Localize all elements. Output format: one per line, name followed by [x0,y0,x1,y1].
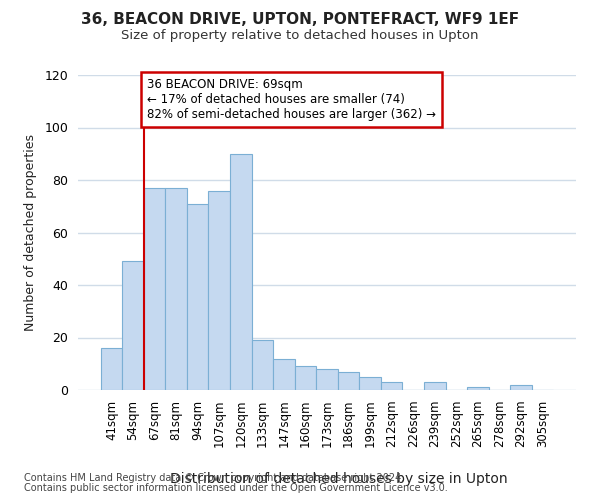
Text: 36 BEACON DRIVE: 69sqm
← 17% of detached houses are smaller (74)
82% of semi-det: 36 BEACON DRIVE: 69sqm ← 17% of detached… [147,78,436,120]
Bar [166,188,187,390]
Bar [187,204,208,390]
Bar [122,262,144,390]
Text: Size of property relative to detached houses in Upton: Size of property relative to detached ho… [121,29,479,42]
Y-axis label: Number of detached properties: Number of detached properties [25,134,37,331]
Text: Distribution of detached houses by size in Upton: Distribution of detached houses by size … [170,472,508,486]
Bar [359,377,381,390]
Bar [381,382,403,390]
Bar [338,372,359,390]
Bar [295,366,316,390]
Bar [316,369,338,390]
Bar [230,154,251,390]
Bar [273,358,295,390]
Text: 36, BEACON DRIVE, UPTON, PONTEFRACT, WF9 1EF: 36, BEACON DRIVE, UPTON, PONTEFRACT, WF9… [81,12,519,28]
Bar [208,190,230,390]
Bar [144,188,166,390]
Bar [467,388,488,390]
Bar [510,385,532,390]
Bar [424,382,446,390]
Text: Contains HM Land Registry data © Crown copyright and database right 2024.: Contains HM Land Registry data © Crown c… [24,473,404,483]
Bar [251,340,273,390]
Bar [101,348,122,390]
Text: Contains public sector information licensed under the Open Government Licence v3: Contains public sector information licen… [24,483,448,493]
